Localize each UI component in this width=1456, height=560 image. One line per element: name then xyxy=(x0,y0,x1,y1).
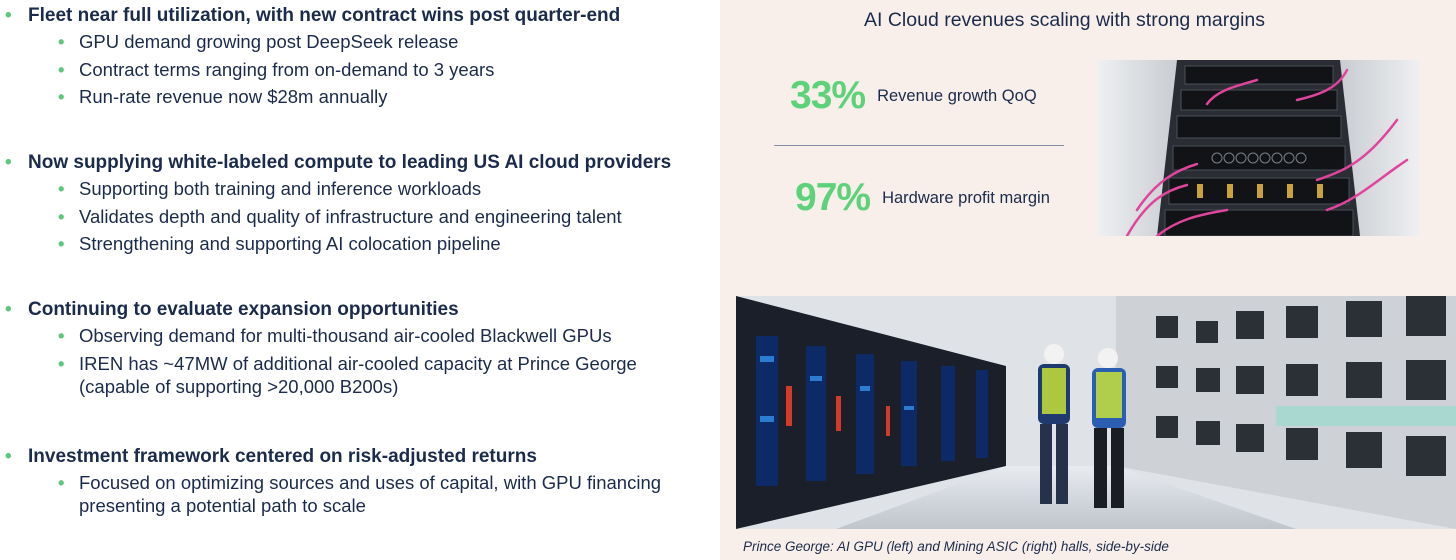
sub-bullet-continuation: (capable of supporting >20,000 B200s) xyxy=(0,375,720,398)
main-bullet: • Fleet near full utilization, with new c… xyxy=(5,5,621,26)
main-bullet: • Now supplying white-labeled compute to … xyxy=(5,152,672,173)
sub-bullet: • Strengthening and supporting AI colocat… xyxy=(58,233,501,254)
section-investment-framework: • Investment framework centered on risk-a… xyxy=(0,444,720,517)
sub-bullet-continuation: presenting a potential path to scale xyxy=(0,494,720,517)
section-expansion-opportunities: • Continuing to evaluate expansion opport… xyxy=(0,297,720,398)
sub-bullet-text: Validates depth and quality of infrastru… xyxy=(79,205,622,227)
metric-value: 97% xyxy=(795,176,871,219)
metric-label: Revenue growth QoQ xyxy=(877,86,1037,105)
sub-bullet: • IREN has ~47MW of additional air-cooled… xyxy=(58,352,637,374)
sub-bullet-text: (capable of supporting >20,000 B200s) xyxy=(79,375,399,397)
data-hall-illustration xyxy=(736,296,1456,529)
bullet-heading: Investment framework centered on risk-ad… xyxy=(28,446,537,467)
metric-value: 33% xyxy=(790,74,866,117)
bullet-panel: • Fleet near full utilization, with new c… xyxy=(0,0,720,560)
sub-bullet: • Run-rate revenue now $28m annually xyxy=(58,86,388,107)
metric-label: Hardware profit margin xyxy=(882,188,1050,207)
worker-right xyxy=(1092,348,1126,508)
bullet-heading: Fleet near full utilization, with new co… xyxy=(28,5,621,26)
sub-bullet-text: IREN has ~47MW of additional air-cooled … xyxy=(79,352,637,374)
panel-title: AI Cloud revenues scaling with strong ma… xyxy=(864,9,1266,31)
sub-bullet-text: Run-rate revenue now $28m annually xyxy=(79,86,388,107)
sub-bullet-text: presenting a potential path to scale xyxy=(79,495,366,516)
bullet-heading: Now supplying white-labeled compute to l… xyxy=(28,152,672,173)
sub-bullet-text: Supporting both training and inference w… xyxy=(79,178,482,199)
bullet-heading: Continuing to evaluate expansion opportu… xyxy=(28,299,459,320)
metric-revenue-growth: 33% Revenue growth QoQ xyxy=(790,74,1037,118)
sub-bullet: • Observing demand for multi-thousand air… xyxy=(58,325,612,346)
section-white-labeled-compute: • Now supplying white-labeled compute to … xyxy=(0,150,720,260)
data-hall-photo xyxy=(736,296,1456,529)
main-bullet: • Continuing to evaluate expansion opport… xyxy=(5,299,459,320)
sub-bullet-text: GPU demand growing post DeepSeek release xyxy=(79,31,459,52)
sub-bullet: • Contract terms ranging from on-demand t… xyxy=(58,58,495,80)
worker-left xyxy=(1038,344,1070,504)
metric-hardware-margin: 97% Hardware profit margin xyxy=(795,176,1050,220)
server-rack-photo xyxy=(1097,60,1420,236)
metric-divider xyxy=(774,145,1064,146)
sub-bullet: • GPU demand growing post DeepSeek releas… xyxy=(58,31,459,52)
sub-bullet-text: Strengthening and supporting AI colocati… xyxy=(79,233,501,254)
server-rack-illustration xyxy=(1097,60,1420,236)
sub-bullet-text: Focused on optimizing sources and uses o… xyxy=(79,472,662,493)
main-bullet: • Investment framework centered on risk-a… xyxy=(5,446,537,467)
sub-bullet: • Supporting both training and inference … xyxy=(58,178,482,199)
sub-bullet: • Focused on optimizing sources and uses … xyxy=(58,472,662,493)
section-fleet-utilization: • Fleet near full utilization, with new c… xyxy=(0,3,720,113)
sub-bullet: • Validates depth and quality of infrastr… xyxy=(58,205,622,227)
photo-caption: Prince George: AI GPU (left) and Mining … xyxy=(743,539,1169,554)
sub-bullet-text: Contract terms ranging from on-demand to… xyxy=(79,58,495,80)
sub-bullet-text: Observing demand for multi-thousand air-… xyxy=(79,325,612,346)
